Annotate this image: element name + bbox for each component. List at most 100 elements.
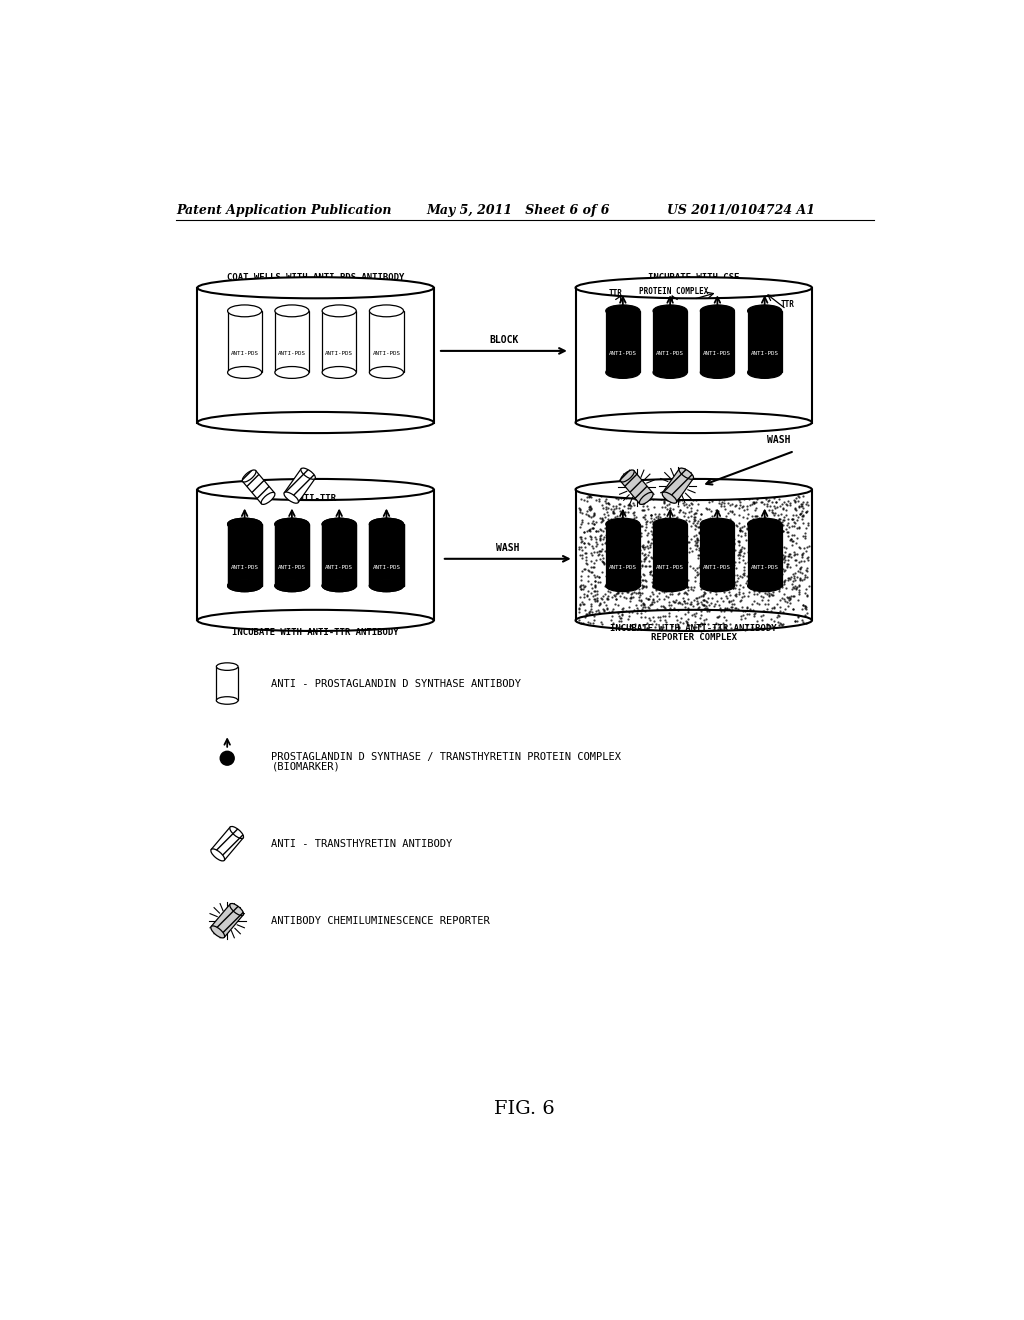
Point (794, 494, 810, 515)
Point (795, 512, 811, 533)
Point (763, 529, 779, 550)
Point (780, 587, 797, 609)
Point (621, 495, 637, 516)
Point (666, 598, 682, 619)
Point (709, 607, 725, 628)
Point (778, 537, 795, 558)
Point (733, 539, 750, 560)
Point (638, 587, 654, 609)
Point (644, 573, 660, 594)
Point (697, 565, 714, 586)
Point (765, 597, 781, 618)
Point (710, 607, 726, 628)
Point (645, 576, 662, 597)
Point (604, 598, 621, 619)
Point (754, 545, 770, 566)
Point (727, 540, 743, 561)
Point (613, 607, 630, 628)
Point (575, 490, 592, 511)
Point (795, 525, 811, 546)
Point (799, 560, 815, 581)
Point (656, 568, 673, 589)
Point (609, 568, 626, 589)
Point (696, 589, 713, 610)
Point (658, 601, 675, 622)
Point (589, 581, 605, 602)
Point (644, 572, 660, 593)
Point (731, 605, 748, 626)
Point (794, 506, 810, 527)
Point (580, 532, 596, 553)
Point (633, 590, 649, 611)
Point (738, 529, 755, 550)
Point (679, 593, 695, 614)
Point (792, 581, 808, 602)
Point (570, 537, 587, 558)
Point (592, 540, 608, 561)
Point (713, 601, 729, 622)
Point (718, 573, 734, 594)
Point (675, 587, 691, 609)
Point (683, 483, 699, 504)
Point (636, 506, 652, 527)
Point (634, 490, 650, 511)
Point (640, 589, 656, 610)
Ellipse shape (606, 305, 640, 317)
Point (637, 536, 653, 557)
Point (794, 546, 810, 568)
Point (735, 488, 752, 510)
Point (768, 572, 784, 593)
Point (586, 579, 602, 601)
Point (791, 487, 807, 508)
Point (770, 612, 786, 634)
Point (685, 558, 701, 579)
Point (788, 517, 805, 539)
Point (655, 531, 672, 552)
Point (795, 491, 811, 512)
Point (639, 484, 655, 506)
Point (731, 543, 748, 564)
Point (796, 550, 812, 572)
Point (611, 500, 628, 521)
Point (635, 536, 651, 557)
Ellipse shape (748, 367, 781, 379)
Point (656, 512, 673, 533)
Point (664, 546, 680, 568)
Point (670, 546, 686, 568)
Point (640, 531, 656, 552)
Point (779, 512, 796, 533)
Point (679, 496, 695, 517)
Point (574, 531, 591, 552)
Point (730, 490, 746, 511)
Point (615, 586, 632, 607)
Point (620, 535, 636, 556)
Point (705, 601, 721, 622)
Point (631, 578, 647, 599)
Point (733, 521, 750, 543)
Point (799, 597, 815, 618)
Point (790, 507, 806, 528)
Ellipse shape (370, 305, 403, 317)
Point (620, 577, 636, 598)
Point (683, 516, 699, 537)
Point (671, 573, 687, 594)
Point (731, 531, 748, 552)
Point (651, 582, 668, 603)
Point (643, 582, 659, 603)
Point (629, 603, 645, 624)
Point (689, 512, 706, 533)
Ellipse shape (323, 579, 356, 591)
Point (722, 572, 738, 593)
Point (586, 564, 602, 585)
Point (579, 603, 595, 624)
Bar (653, 312, 687, 372)
Point (731, 591, 748, 612)
Point (786, 568, 803, 589)
Point (585, 483, 601, 504)
Point (686, 606, 702, 627)
Ellipse shape (227, 519, 262, 531)
Point (714, 532, 730, 553)
Point (591, 594, 607, 615)
Point (749, 488, 765, 510)
Point (687, 535, 703, 556)
